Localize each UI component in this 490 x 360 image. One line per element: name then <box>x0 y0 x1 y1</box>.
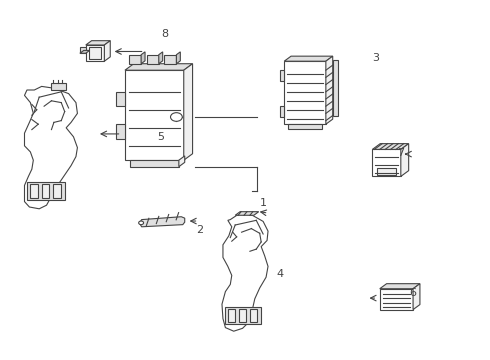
Polygon shape <box>147 55 159 64</box>
Polygon shape <box>235 212 259 215</box>
Bar <box>333 60 338 116</box>
Polygon shape <box>51 83 66 90</box>
Polygon shape <box>80 50 90 53</box>
Polygon shape <box>86 45 104 61</box>
Text: 2: 2 <box>196 225 203 235</box>
Text: 7: 7 <box>397 148 404 158</box>
Circle shape <box>171 113 182 121</box>
Circle shape <box>139 221 144 225</box>
Bar <box>30 184 38 198</box>
Bar <box>377 168 396 175</box>
Bar <box>239 309 246 322</box>
Polygon shape <box>176 52 180 64</box>
Polygon shape <box>130 160 179 167</box>
Polygon shape <box>288 124 322 129</box>
Bar <box>228 309 235 322</box>
Polygon shape <box>140 217 185 227</box>
Polygon shape <box>116 92 125 106</box>
Text: 1: 1 <box>260 198 267 208</box>
Polygon shape <box>125 70 184 160</box>
Text: 4: 4 <box>277 269 284 279</box>
Polygon shape <box>27 182 65 200</box>
Text: 5: 5 <box>157 132 164 142</box>
Text: 6: 6 <box>409 288 416 298</box>
Polygon shape <box>401 144 409 176</box>
Polygon shape <box>104 41 110 61</box>
Text: 3: 3 <box>372 53 379 63</box>
Polygon shape <box>179 156 185 167</box>
Polygon shape <box>380 284 420 289</box>
Polygon shape <box>159 52 163 64</box>
Polygon shape <box>280 70 284 81</box>
Polygon shape <box>284 56 333 61</box>
Text: 8: 8 <box>162 29 169 39</box>
Polygon shape <box>284 61 326 124</box>
Polygon shape <box>184 64 193 160</box>
Polygon shape <box>280 106 284 117</box>
Polygon shape <box>326 56 333 124</box>
Polygon shape <box>413 284 420 310</box>
Bar <box>250 309 257 322</box>
Polygon shape <box>116 124 125 139</box>
Polygon shape <box>225 307 261 324</box>
Bar <box>53 184 61 198</box>
Polygon shape <box>164 55 176 64</box>
Polygon shape <box>380 289 413 310</box>
Polygon shape <box>86 41 110 45</box>
Polygon shape <box>24 86 77 209</box>
Polygon shape <box>141 52 145 64</box>
Polygon shape <box>125 64 193 70</box>
Bar <box>42 184 49 198</box>
Polygon shape <box>222 213 268 331</box>
Polygon shape <box>129 55 141 64</box>
Bar <box>89 47 101 59</box>
Polygon shape <box>372 144 409 149</box>
Polygon shape <box>80 47 86 53</box>
Polygon shape <box>372 149 401 176</box>
